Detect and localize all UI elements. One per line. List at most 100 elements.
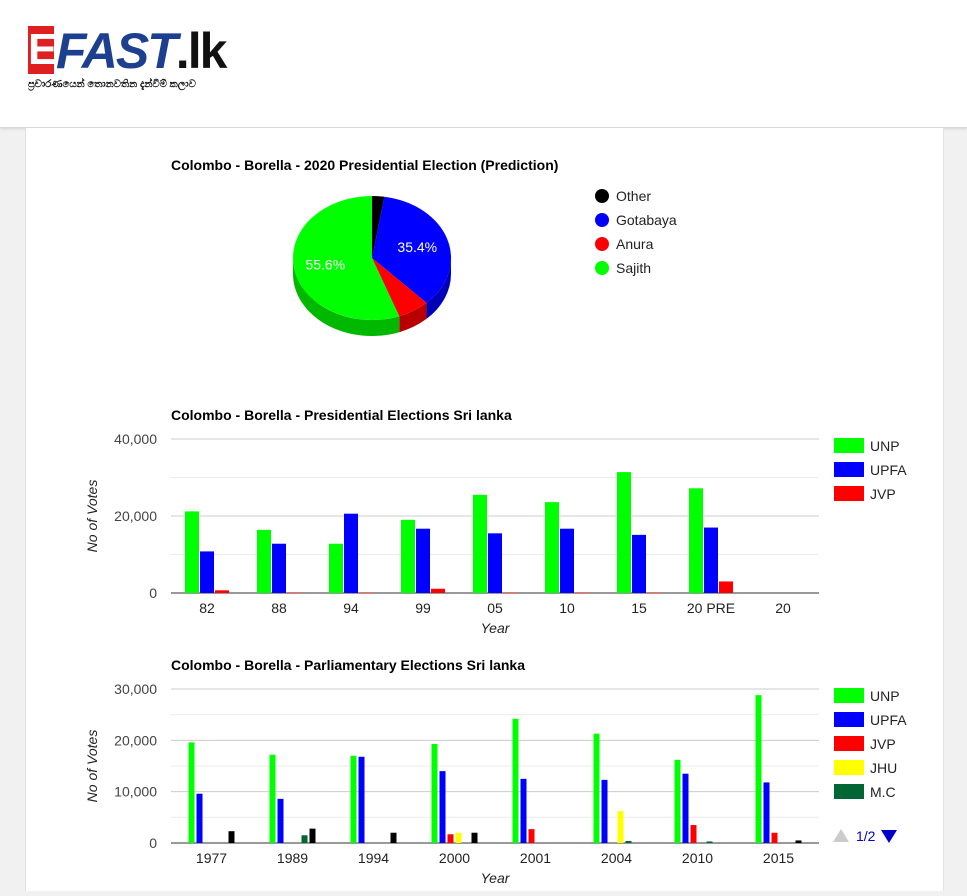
bar-jvp-94[interactable] — [359, 592, 373, 593]
pie-slice-other[interactable] — [372, 196, 385, 258]
bar-other-1977[interactable] — [228, 831, 235, 843]
legend-label-upfa: UPFA — [870, 712, 907, 728]
bar-jvp-2015[interactable] — [771, 832, 778, 843]
x-tick-label: 05 — [487, 600, 503, 616]
bar-jvp-15[interactable] — [647, 592, 661, 593]
x-tick-label: 94 — [343, 600, 359, 616]
pie-side-anura — [399, 302, 427, 333]
y-tick-label: 0 — [149, 585, 157, 601]
y-tick-label: 10,000 — [114, 784, 157, 800]
bar-jvp-20-pre[interactable] — [719, 581, 733, 593]
bar-other-1989[interactable] — [309, 828, 316, 843]
bar-upfa-20-pre[interactable] — [704, 527, 718, 593]
bar-upfa-1994[interactable] — [358, 756, 365, 843]
bar-unp-1977[interactable] — [188, 742, 195, 843]
bar-unp-1994[interactable] — [350, 755, 357, 843]
bar-unp-2015[interactable] — [755, 695, 762, 843]
pie-slice-label-gotabaya: 35.4% — [397, 239, 437, 255]
x-tick-label: 1994 — [358, 850, 389, 866]
bar-upfa-2015[interactable] — [763, 782, 770, 843]
y-tick-label: 20,000 — [114, 508, 157, 524]
bar-jvp-2001[interactable] — [528, 829, 535, 843]
x-axis-title: Year — [481, 620, 511, 636]
legend-label-upfa: UPFA — [870, 462, 907, 478]
bar-unp-05[interactable] — [473, 494, 487, 593]
bar-upfa-99[interactable] — [416, 528, 430, 593]
bar-unp-99[interactable] — [401, 519, 415, 593]
bar-upfa-1977[interactable] — [196, 793, 203, 843]
bar-unp-82[interactable] — [185, 511, 199, 593]
pie-slice-gotabaya[interactable] — [372, 196, 452, 303]
y-tick-label: 40,000 — [114, 431, 157, 447]
bar-jvp-2000[interactable] — [447, 834, 454, 843]
pie-legend-marker-anura — [595, 237, 609, 251]
legend-swatch-mc — [834, 784, 864, 799]
bar-other-2000[interactable] — [471, 832, 478, 843]
bar-mc-1989[interactable] — [301, 835, 308, 843]
bar-jvp-10[interactable] — [575, 592, 589, 593]
bar-upfa-88[interactable] — [272, 543, 286, 593]
bar-jvp-2010[interactable] — [690, 825, 697, 843]
bar-unp-2000[interactable] — [431, 743, 438, 843]
bar-mc-2004[interactable] — [625, 840, 632, 843]
y-axis-title: No of Votes — [84, 730, 100, 803]
y-tick-label: 0 — [149, 835, 157, 851]
bar-jvp-05[interactable] — [503, 592, 517, 593]
bar-upfa-10[interactable] — [560, 528, 574, 593]
bar-jvp-88[interactable] — [287, 592, 301, 593]
bar-unp-15[interactable] — [617, 472, 631, 593]
bar-upfa-2004[interactable] — [601, 779, 608, 843]
legend-label-unp: UNP — [870, 688, 900, 704]
bar-mc-2010[interactable] — [706, 841, 713, 843]
bar-upfa-1989[interactable] — [277, 798, 284, 843]
bar-unp-2001[interactable] — [512, 718, 519, 843]
bar-unp-10[interactable] — [545, 502, 559, 593]
x-tick-label: 2015 — [763, 850, 794, 866]
x-tick-label: 88 — [271, 600, 287, 616]
legend-swatch-unp — [834, 438, 864, 453]
bar-jvp-82[interactable] — [215, 590, 229, 593]
pie-chart-title: Colombo - Borella - 2020 Presidential El… — [171, 157, 558, 173]
pie-slice-sajith[interactable] — [293, 196, 400, 320]
x-tick-label: 2000 — [439, 850, 470, 866]
legend-label-mc: M.C — [870, 784, 896, 800]
bar-upfa-2001[interactable] — [520, 778, 527, 843]
bar-unp-88[interactable] — [257, 529, 271, 593]
legend-next-page-icon[interactable] — [881, 830, 897, 843]
bar-upfa-94[interactable] — [344, 513, 358, 593]
bar-unp-2010[interactable] — [674, 759, 681, 843]
bar-upfa-82[interactable] — [200, 551, 214, 593]
bar-jhu-2004[interactable] — [617, 811, 624, 843]
legend-swatch-jhu — [834, 760, 864, 775]
site-logo[interactable]: E FAST.lk ප්‍රචාරණයෙන් තොනවතින දැන්වීම් … — [28, 23, 227, 94]
x-tick-label: 20 PRE — [687, 600, 735, 616]
pie-legend-marker-sajith — [595, 261, 609, 275]
y-tick-label: 30,000 — [114, 681, 157, 697]
bar-chart-1-title: Colombo - Borella - Presidential Electio… — [171, 407, 512, 423]
bar-unp-94[interactable] — [329, 543, 343, 593]
bar-jhu-2000[interactable] — [455, 832, 462, 843]
bar-other-1994[interactable] — [390, 832, 397, 843]
bar-upfa-05[interactable] — [488, 533, 502, 593]
bar-unp-2004[interactable] — [593, 733, 600, 843]
bar-upfa-2010[interactable] — [682, 773, 689, 843]
legend-page-indicator: 1/2 — [856, 828, 876, 844]
legend-prev-page-icon[interactable] — [833, 829, 849, 842]
bar-upfa-2000[interactable] — [439, 771, 446, 843]
bar-chart-1: Colombo - Borella - Presidential Electio… — [84, 407, 907, 636]
pie-slice-anura[interactable] — [372, 258, 427, 317]
main-content: Colombo - Borella - 2020 Presidential El… — [25, 128, 944, 891]
logo-wordmark: FAST.lk — [56, 23, 227, 79]
bar-unp-1989[interactable] — [269, 754, 276, 843]
bar-jvp-99[interactable] — [431, 588, 445, 593]
logo-e-mark: E — [28, 25, 58, 74]
pie-legend-label-sajith: Sajith — [616, 260, 651, 276]
bar-chart-2-title: Colombo - Borella - Parliamentary Electi… — [171, 657, 525, 673]
bar-chart-2: Colombo - Borella - Parliamentary Electi… — [84, 657, 907, 886]
x-tick-label: 1989 — [277, 850, 308, 866]
bar-unp-20-pre[interactable] — [689, 488, 703, 593]
legend-label-jvp: JVP — [870, 736, 896, 752]
bar-upfa-15[interactable] — [632, 534, 646, 593]
bar-other-2015[interactable] — [795, 840, 802, 843]
legend-label-jhu: JHU — [870, 760, 897, 776]
